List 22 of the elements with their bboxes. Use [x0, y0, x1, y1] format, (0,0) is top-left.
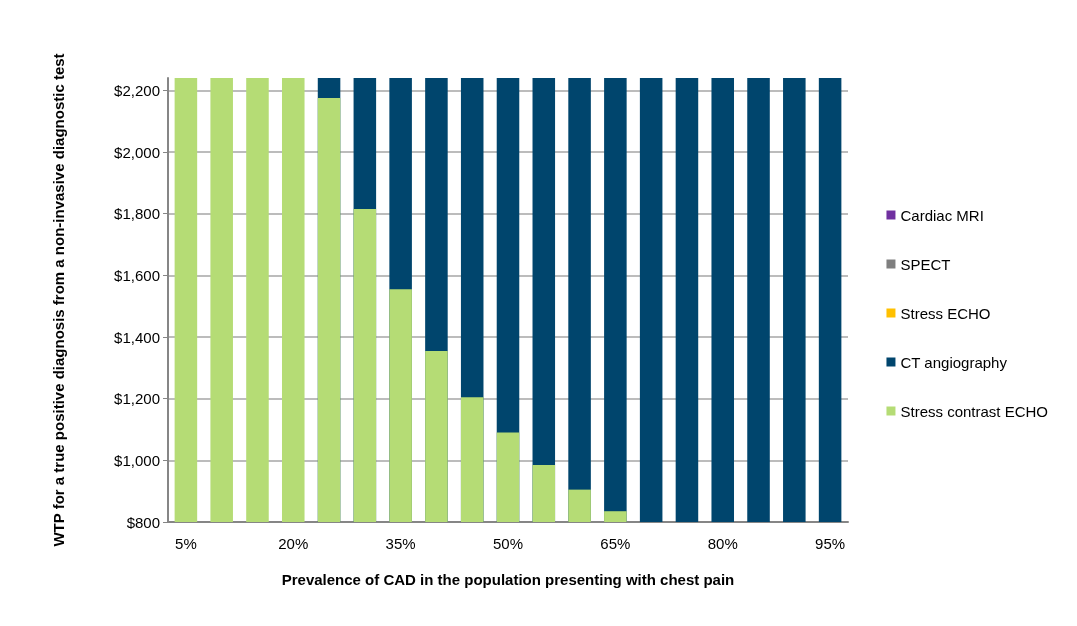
x-axis-title: Prevalence of CAD in the population presenting with chest pain [281, 571, 735, 588]
y-tick-label: $800 [126, 513, 160, 531]
y-tick-label: $1,200 [114, 390, 160, 408]
y-tick-label: $2,200 [114, 81, 160, 99]
x-tick-label: 50% [492, 535, 524, 552]
y-tick-label: $2,000 [114, 143, 160, 161]
y-tick-label: $1,800 [114, 205, 160, 223]
x-tick-label: 35% [385, 535, 416, 552]
x-tick-label: 20% [278, 535, 309, 552]
y-tick-label: $1,400 [114, 328, 160, 346]
x-tick-label: 95% [815, 535, 846, 552]
y-tick-label: $1,000 [114, 451, 160, 469]
legend-label: Stress ECHO [900, 304, 991, 322]
legend-label: SPECT [900, 255, 951, 273]
legend-label: Stress contrast ECHO [900, 402, 1049, 420]
x-tick-label: 5% [175, 535, 197, 552]
y-axis-title: WTP for a true positive diagnosis from a non-invasive diagnostic test [49, 53, 67, 547]
legend-label: CT angiography [900, 353, 1008, 371]
y-tick-label: $1,600 [114, 266, 160, 284]
x-tick-label: 80% [707, 535, 738, 552]
x-tick-label: 65% [600, 535, 631, 552]
legend-label: Cardiac MRI [900, 206, 984, 224]
